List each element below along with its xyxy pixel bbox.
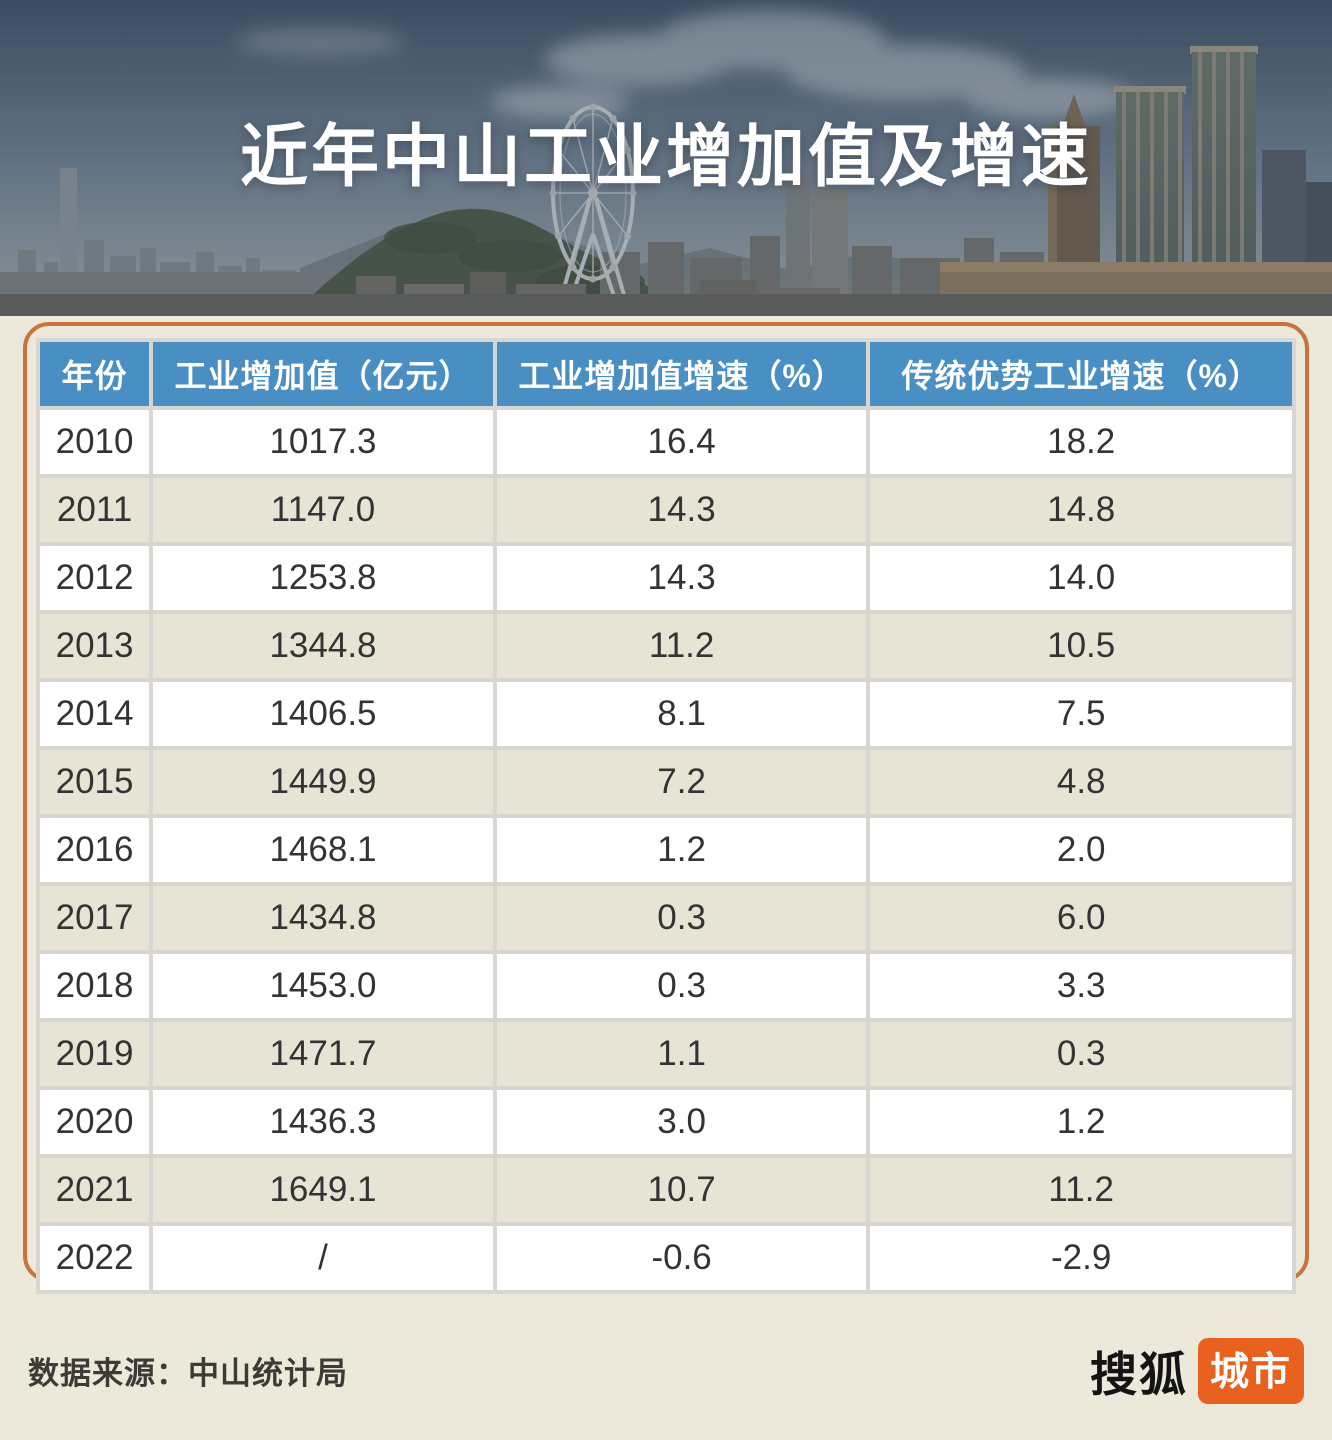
value-cell: 11.2 [870,1158,1292,1222]
value-cell: 1.2 [870,1090,1292,1154]
value-cell: 1406.5 [153,682,493,746]
data-table: 年份 工业增加值（亿元） 工业增加值增速（%） 传统优势工业增速（%） 2010 101… [36,338,1296,1294]
column-header: 传统优势工业增速（%） [870,342,1292,406]
value-cell: 8.1 [496,682,867,746]
table-header-row: 年份 工业增加值（亿元） 工业增加值增速（%） 传统优势工业增速（%） [40,342,1292,406]
year-cell: 2013 [40,614,150,678]
value-cell: -2.9 [870,1226,1292,1290]
value-cell: 1436.3 [153,1090,493,1154]
value-cell: 7.2 [496,750,867,814]
table-row: 2014 1406.5 8.1 7.5 [40,682,1292,746]
year-cell: 2015 [40,750,150,814]
table-row: 2020 1436.3 3.0 1.2 [40,1090,1292,1154]
value-cell: 6.0 [870,886,1292,950]
value-cell: 3.0 [496,1090,867,1154]
value-cell: 1147.0 [153,478,493,542]
table-row: 2017 1434.8 0.3 6.0 [40,886,1292,950]
value-cell: 1253.8 [153,546,493,610]
value-cell: / [153,1226,493,1290]
year-cell: 2014 [40,682,150,746]
year-cell: 2016 [40,818,150,882]
value-cell: 1468.1 [153,818,493,882]
year-cell: 2010 [40,410,150,474]
value-cell: 10.5 [870,614,1292,678]
value-cell: 1453.0 [153,954,493,1018]
value-cell: 4.8 [870,750,1292,814]
year-cell: 2012 [40,546,150,610]
table-row: 2015 1449.9 7.2 4.8 [40,750,1292,814]
table-row: 2018 1453.0 0.3 3.3 [40,954,1292,1018]
data-source-label: 数据来源：中山统计局 [28,1356,348,1391]
column-header: 工业增加值（亿元） [153,342,493,406]
value-cell: 2.0 [870,818,1292,882]
value-cell: 18.2 [870,410,1292,474]
value-cell: 7.5 [870,682,1292,746]
year-cell: 2020 [40,1090,150,1154]
value-cell: 1344.8 [153,614,493,678]
sohu-logo-text: 搜狐 [1089,1348,1188,1401]
page-title: 近年中山工业增加值及增速 [239,119,1092,195]
table-row: 2016 1468.1 1.2 2.0 [40,818,1292,882]
sohu-city-logo: 搜狐 城市 [1090,1336,1304,1405]
city-skyline-image [0,0,1332,316]
table-body: 2010 1017.3 16.4 18.2 2011 1147.0 14.3 14.8 2012… [40,410,1292,1290]
value-cell: 16.4 [496,410,867,474]
table-row: 2022/-0.6 -2.9 [40,1226,1292,1290]
value-cell: 1471.7 [153,1022,493,1086]
value-cell: 14.3 [496,478,867,542]
table-row: 2019 1471.7 1.1 0.3 [40,1022,1292,1086]
value-cell: 1434.8 [153,886,493,950]
footer: 数据来源：中山统计局 搜狐 城市 [0,1336,1332,1405]
table-row: 2011 1147.0 14.3 14.8 [40,478,1292,542]
value-cell: 1.1 [496,1022,867,1086]
value-cell: 1449.9 [153,750,493,814]
hero-banner: 近年中山工业增加值及增速 [0,0,1332,316]
value-cell: 0.3 [496,954,867,1018]
year-cell: 2018 [40,954,150,1018]
value-cell: 1017.3 [153,410,493,474]
value-cell: 11.2 [496,614,867,678]
year-cell: 2019 [40,1022,150,1086]
value-cell: 1649.1 [153,1158,493,1222]
table-row: 2021 1649.1 10.7 11.2 [40,1158,1292,1222]
value-cell: 0.3 [870,1022,1292,1086]
table-row: 2012 1253.8 14.3 14.0 [40,546,1292,610]
table-card: 年份 工业增加值（亿元） 工业增加值增速（%） 传统优势工业增速（%） 2010 101… [23,322,1309,1294]
year-cell: 2011 [40,478,150,542]
value-cell: 10.7 [496,1158,867,1222]
value-cell: 3.3 [870,954,1292,1018]
year-cell: 2022 [40,1226,150,1290]
column-header: 工业增加值增速（%） [496,342,867,406]
value-cell: 1.2 [496,818,867,882]
column-header: 年份 [40,342,150,406]
value-cell: 14.8 [870,478,1292,542]
table-row: 2013 1344.8 11.2 10.5 [40,614,1292,678]
year-cell: 2021 [40,1158,150,1222]
city-badge: 城市 [1197,1337,1304,1404]
value-cell: -0.6 [496,1226,867,1290]
value-cell: 0.3 [496,886,867,950]
value-cell: 14.0 [870,546,1292,610]
value-cell: 14.3 [496,546,867,610]
table-row: 2010 1017.3 16.4 18.2 [40,410,1292,474]
year-cell: 2017 [40,886,150,950]
